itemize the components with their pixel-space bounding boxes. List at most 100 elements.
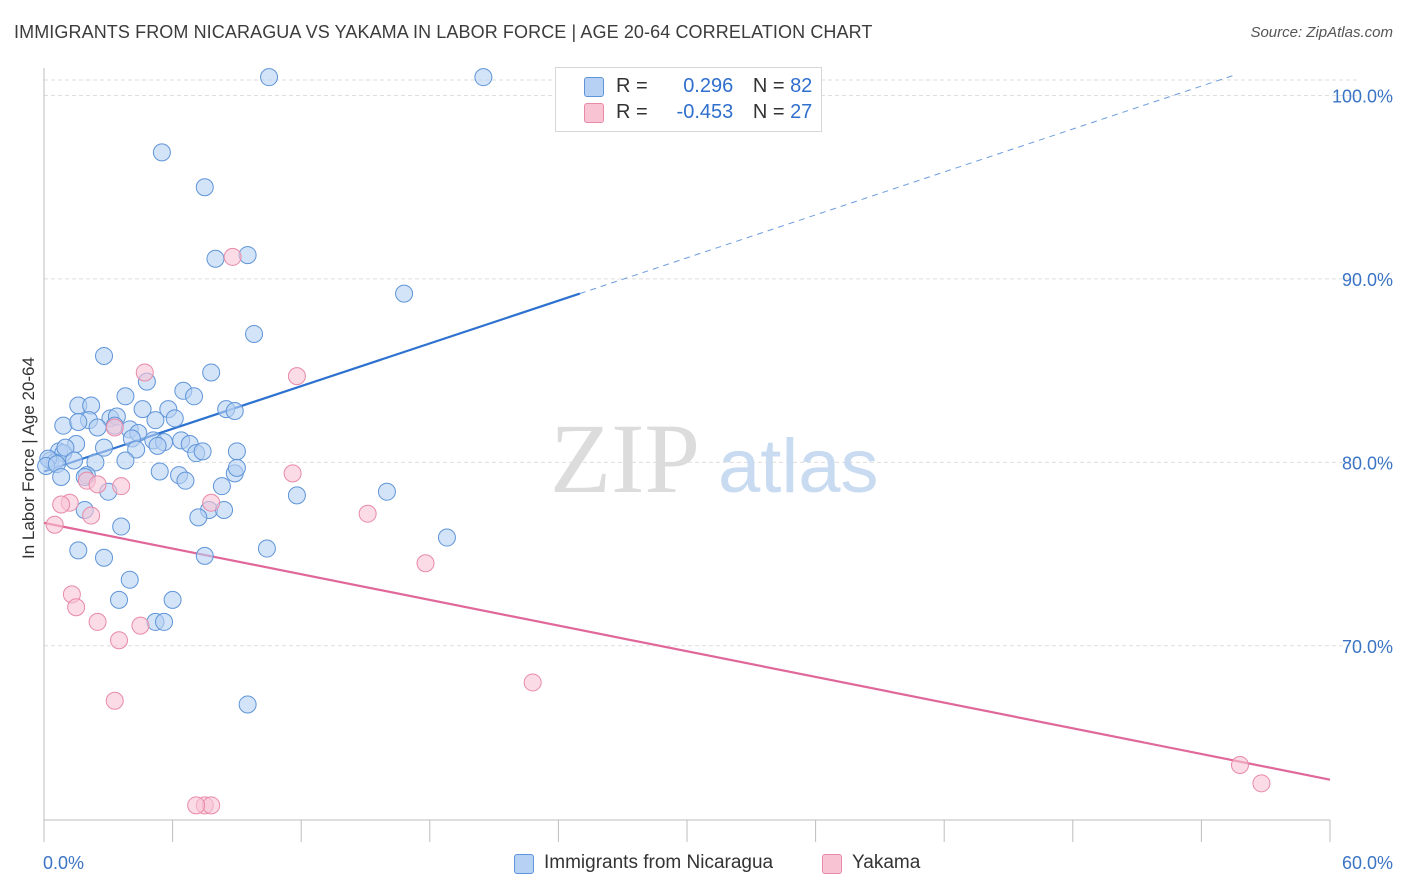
point-nicaragua bbox=[69, 541, 88, 560]
point-yakama bbox=[82, 506, 101, 525]
point-yakama bbox=[416, 554, 435, 573]
point-nicaragua bbox=[238, 246, 257, 265]
point-yakama bbox=[45, 515, 64, 534]
point-nicaragua bbox=[206, 249, 225, 268]
point-nicaragua bbox=[86, 453, 105, 472]
x-tick-label: 0.0% bbox=[43, 853, 84, 873]
y-tick-label: 100.0% bbox=[1332, 87, 1393, 107]
point-yakama bbox=[1252, 774, 1271, 793]
point-nicaragua bbox=[112, 517, 131, 536]
point-nicaragua bbox=[437, 528, 456, 547]
point-nicaragua bbox=[238, 695, 257, 714]
axes bbox=[43, 68, 1331, 842]
point-nicaragua bbox=[54, 416, 73, 435]
y-axis-label: In Labor Force | Age 20-64 bbox=[19, 357, 38, 559]
point-nicaragua bbox=[212, 477, 231, 496]
legend-n-value: 82 bbox=[790, 75, 813, 97]
point-nicaragua bbox=[88, 418, 107, 437]
x-tick-label: 60.0% bbox=[1342, 853, 1393, 873]
legend-series-name: Yakama bbox=[852, 852, 921, 873]
trend-line-yakama bbox=[43, 521, 1331, 781]
point-nicaragua bbox=[148, 436, 167, 455]
point-nicaragua bbox=[176, 471, 195, 490]
point-yakama bbox=[1230, 755, 1249, 774]
point-nicaragua bbox=[377, 482, 396, 501]
point-yakama bbox=[135, 363, 154, 382]
point-nicaragua bbox=[225, 401, 244, 420]
y-tick-label: 80.0% bbox=[1342, 453, 1393, 473]
tick-labels: 70.0% 80.0% 90.0% 100.0% 0.0% 60.0% bbox=[43, 87, 1393, 873]
point-nicaragua bbox=[189, 508, 208, 527]
grid-lines bbox=[44, 79, 1358, 647]
point-yakama bbox=[52, 495, 71, 514]
point-nicaragua bbox=[195, 546, 214, 565]
trend-line-nicaragua-extension bbox=[579, 74, 1234, 295]
legend-r-value: 0.296 bbox=[683, 75, 734, 97]
point-nicaragua bbox=[227, 458, 246, 477]
point-nicaragua bbox=[165, 409, 184, 428]
trend-line-nicaragua bbox=[43, 292, 581, 473]
legend-r-value: -0.453 bbox=[676, 101, 734, 123]
point-nicaragua bbox=[195, 178, 214, 197]
point-yakama bbox=[67, 598, 86, 617]
point-yakama bbox=[358, 504, 377, 523]
point-nicaragua bbox=[95, 346, 114, 365]
point-yakama bbox=[88, 475, 107, 494]
point-yakama bbox=[112, 477, 131, 496]
point-nicaragua bbox=[260, 68, 279, 87]
point-yakama bbox=[283, 464, 302, 483]
point-nicaragua bbox=[65, 451, 84, 470]
point-nicaragua bbox=[95, 438, 114, 457]
point-yakama bbox=[105, 418, 124, 437]
point-nicaragua bbox=[227, 442, 246, 461]
point-nicaragua bbox=[245, 324, 264, 343]
point-nicaragua bbox=[150, 462, 169, 481]
point-nicaragua bbox=[287, 486, 306, 505]
y-tick-label: 70.0% bbox=[1342, 637, 1393, 657]
point-nicaragua bbox=[155, 612, 174, 631]
point-yakama bbox=[202, 796, 221, 815]
point-nicaragua bbox=[56, 438, 75, 457]
legend-swatch-pink bbox=[822, 854, 842, 874]
point-yakama bbox=[110, 631, 129, 650]
data-points bbox=[37, 68, 1271, 815]
legend-n-value: 27 bbox=[790, 101, 813, 123]
point-nicaragua bbox=[146, 411, 165, 430]
correlation-legend: R = 0.296 N = 82 R = -0.453 N = 27 bbox=[555, 67, 822, 132]
point-nicaragua bbox=[116, 451, 135, 470]
point-nicaragua bbox=[474, 68, 493, 87]
point-yakama bbox=[202, 493, 221, 512]
point-nicaragua bbox=[152, 143, 171, 162]
point-nicaragua bbox=[395, 284, 414, 303]
watermark-atlas: atlas bbox=[718, 424, 879, 509]
legend-swatch-blue bbox=[514, 854, 534, 874]
point-nicaragua bbox=[257, 539, 276, 558]
legend-n-label: N = bbox=[752, 101, 785, 123]
legend-swatch-blue bbox=[584, 77, 604, 97]
point-nicaragua bbox=[116, 387, 135, 406]
chart-title: IMMIGRANTS FROM NICARAGUA VS YAKAMA IN L… bbox=[14, 22, 873, 42]
legend-n-label: N = bbox=[752, 75, 785, 97]
point-nicaragua bbox=[202, 363, 221, 382]
point-yakama bbox=[105, 691, 124, 710]
legend-r-label: R = bbox=[616, 101, 648, 123]
point-nicaragua bbox=[163, 590, 182, 609]
legend-r-label: R = bbox=[616, 75, 648, 97]
point-yakama bbox=[131, 616, 150, 635]
point-nicaragua bbox=[120, 570, 139, 589]
watermark-zip: ZIP bbox=[550, 403, 700, 514]
point-yakama bbox=[187, 796, 206, 815]
point-nicaragua bbox=[110, 590, 129, 609]
point-nicaragua bbox=[69, 412, 88, 431]
point-nicaragua bbox=[193, 442, 212, 461]
legend-series-name: Immigrants from Nicaragua bbox=[544, 852, 774, 873]
source-label: Source: ZipAtlas.com bbox=[1250, 24, 1393, 41]
point-yakama bbox=[223, 247, 242, 266]
point-yakama bbox=[88, 612, 107, 631]
point-yakama bbox=[523, 673, 542, 692]
point-nicaragua bbox=[185, 387, 204, 406]
point-nicaragua bbox=[127, 440, 146, 459]
point-yakama bbox=[287, 367, 306, 386]
y-tick-label: 90.0% bbox=[1342, 270, 1393, 290]
